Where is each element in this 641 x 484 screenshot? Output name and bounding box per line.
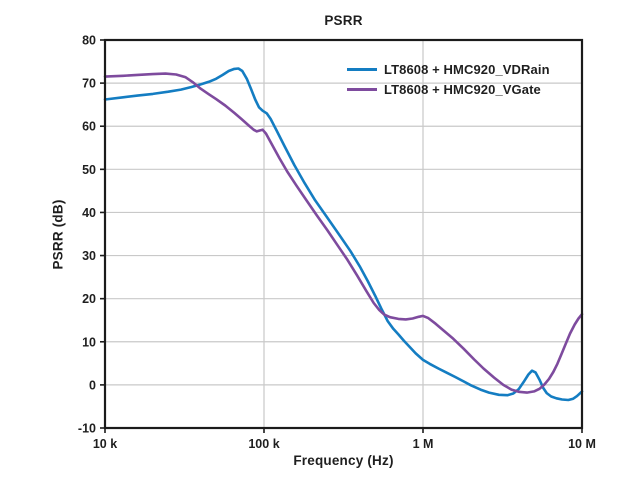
ytick-label-20: 20: [82, 292, 96, 306]
legend-item-vgate: LT8608 + HMC920_VGate: [347, 79, 550, 99]
ytick-label--10: -10: [78, 422, 96, 436]
legend-label-vdrain: LT8608 + HMC920_VDRain: [384, 61, 550, 77]
ytick-label-30: 30: [82, 249, 96, 263]
xtick-label-10 k: 10 k: [93, 437, 117, 451]
ytick-label-80: 80: [82, 34, 96, 48]
ytick-label-50: 50: [82, 163, 96, 177]
xtick-label-1 M: 1 M: [413, 437, 434, 451]
x-axis-label: Frequency (Hz): [293, 453, 394, 468]
axes-frame: [103, 38, 584, 430]
ytick-label-60: 60: [82, 120, 96, 134]
vdrain-line-swatch: [347, 67, 377, 71]
ytick-label-0: 0: [89, 378, 96, 392]
ytick-label-70: 70: [82, 77, 96, 91]
vgate-line-swatch: [347, 87, 377, 91]
series-line-vgate: [103, 72, 584, 394]
xtick-label-100 k: 100 k: [248, 437, 279, 451]
xtick-label-10 M: 10 M: [568, 437, 596, 451]
chart-title: PSRR: [324, 13, 363, 28]
ytick-label-10: 10: [82, 335, 96, 349]
legend: LT8608 + HMC920_VDRain LT8608 + HMC920_V…: [347, 59, 550, 99]
legend-item-vdrain: LT8608 + HMC920_VDRain: [347, 59, 550, 79]
series-line-vdrain: [103, 67, 584, 402]
y-axis-label: PSRR (dB): [50, 199, 66, 270]
ytick-label-40: 40: [82, 206, 96, 220]
legend-label-vgate: LT8608 + HMC920_VGate: [384, 81, 541, 97]
